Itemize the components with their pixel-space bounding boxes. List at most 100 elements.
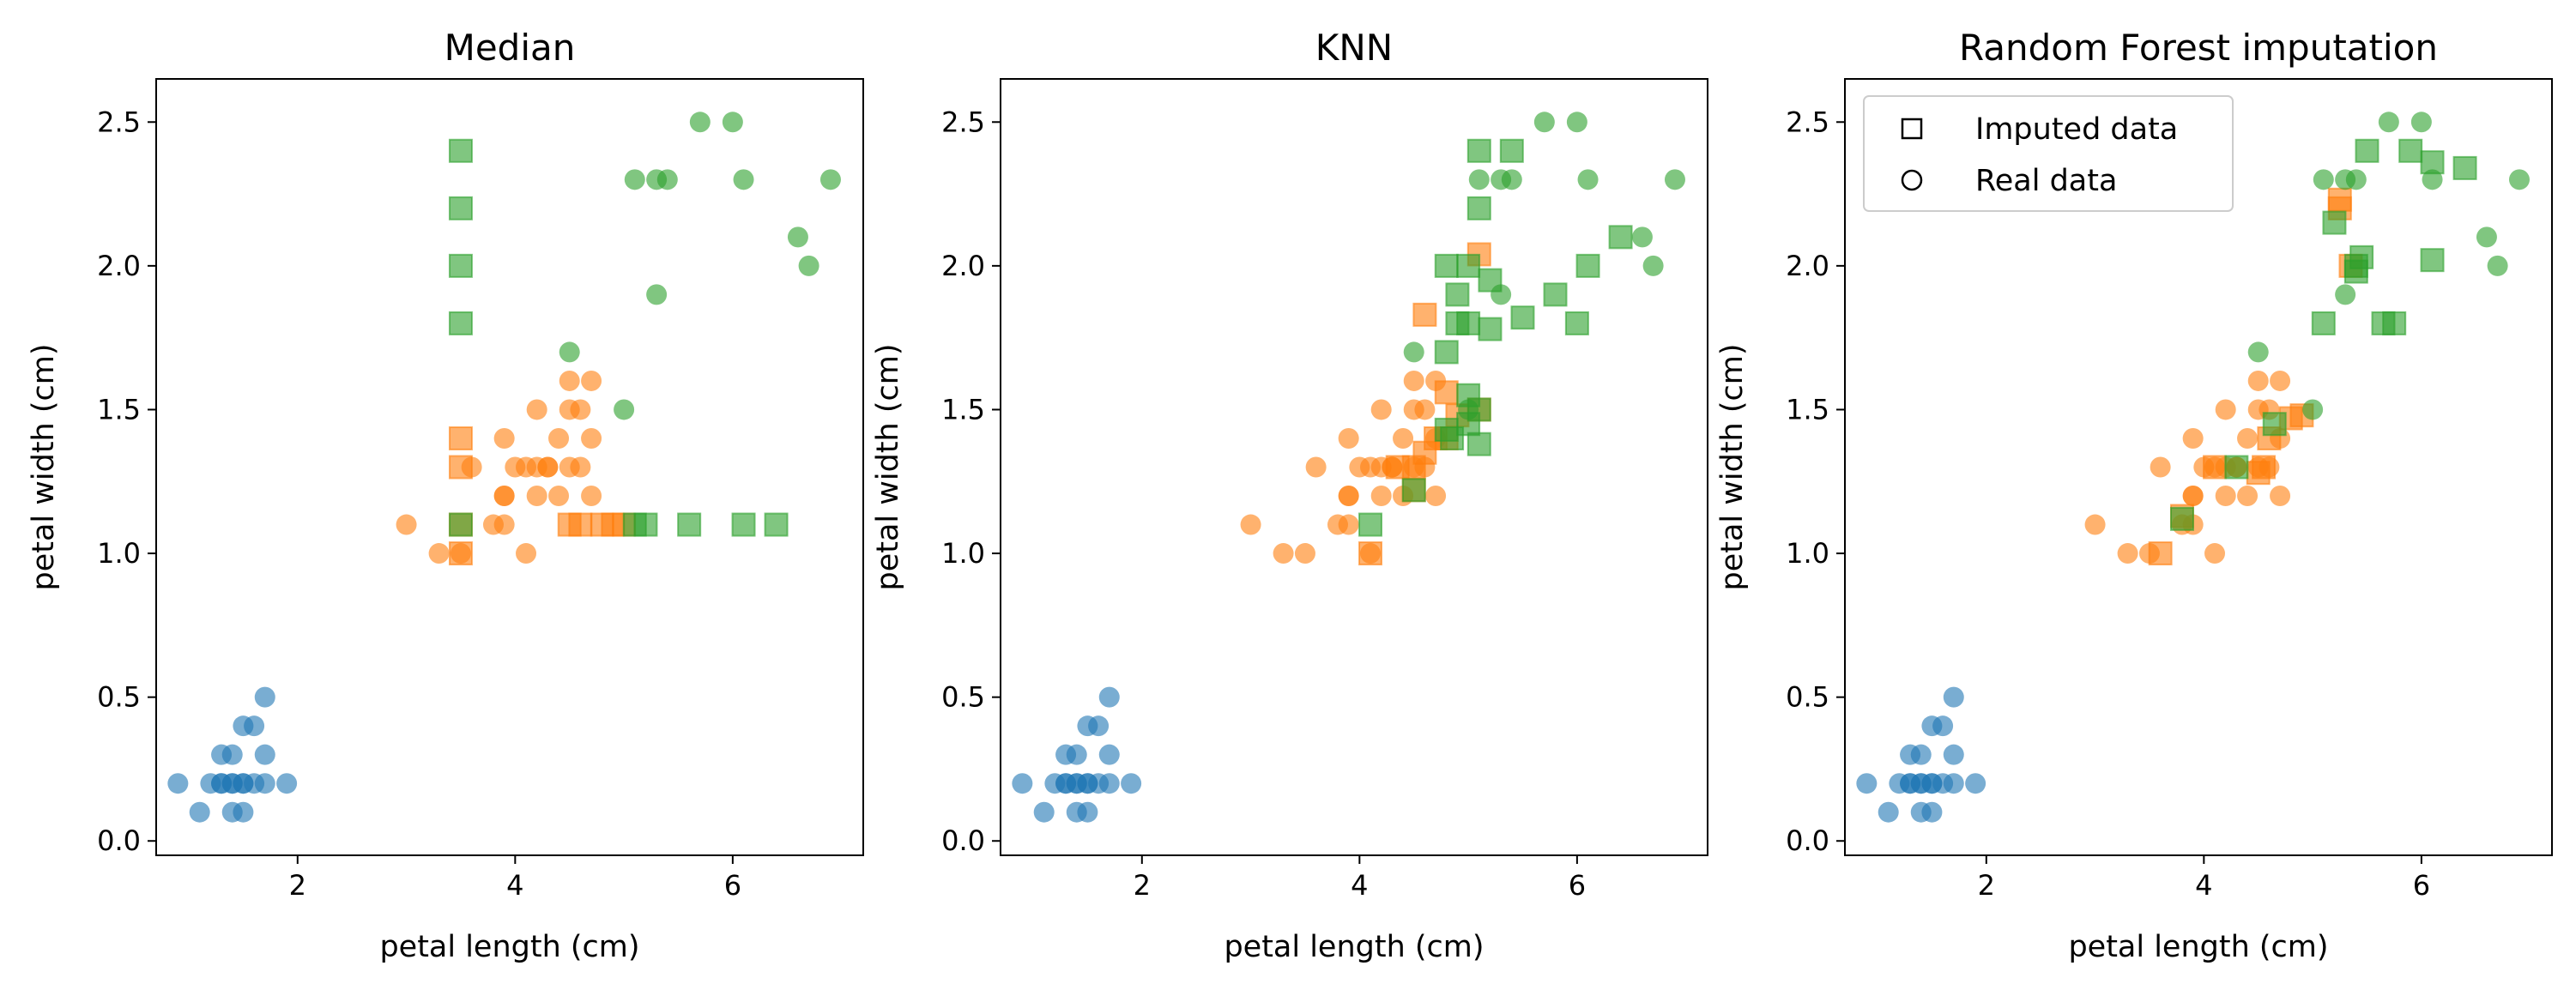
real-point	[1098, 744, 1120, 765]
y-tick-label: 0.5	[1786, 681, 1829, 714]
real-point	[1533, 112, 1555, 133]
real-point	[1077, 801, 1098, 823]
real-point	[819, 169, 841, 190]
imputed-point	[2398, 138, 2423, 163]
y-axis-label: petal width (cm)	[871, 343, 905, 590]
real-point	[787, 226, 808, 248]
imputed-point	[1440, 426, 1465, 450]
subplot-random-forest: 2 4 6 0.0 0.5 1.0 1.5 2.0 2.5 Random Forest imput…	[1715, 27, 2553, 964]
y-tick-label: 1.0	[1786, 537, 1829, 570]
imputed-point	[1456, 253, 1481, 278]
real-point	[1393, 427, 1414, 449]
real-point	[1098, 773, 1120, 794]
imputed-point	[2246, 461, 2271, 486]
imputed-point	[2224, 455, 2249, 480]
real-point	[1856, 773, 1878, 794]
real-point	[2378, 112, 2399, 133]
real-point	[396, 514, 417, 535]
imputed-point	[2311, 311, 2336, 335]
real-point	[1943, 686, 1964, 708]
real-point	[233, 801, 254, 823]
y-tick-label: 2.5	[1786, 106, 1829, 138]
real-point	[244, 715, 265, 737]
real-point	[1943, 773, 1964, 794]
imputed-point	[633, 512, 658, 537]
real-point	[2237, 486, 2259, 507]
real-point	[1921, 801, 1943, 823]
imputed-point	[1412, 302, 1437, 327]
imputed-point	[2452, 155, 2477, 180]
real-point	[1305, 456, 1327, 478]
imputed-point	[764, 512, 789, 537]
real-point	[1631, 226, 1653, 248]
real-point	[2476, 226, 2497, 248]
imputed-point	[448, 196, 473, 220]
x-axis-label: petal length (cm)	[2068, 930, 2328, 964]
real-point	[2313, 169, 2334, 190]
real-point	[1425, 486, 1447, 507]
real-point	[2270, 370, 2291, 391]
x-tick-label: 6	[1569, 869, 1586, 902]
imputed-point	[731, 512, 756, 537]
real-point	[1338, 514, 1359, 535]
legend: Imputed data Real data	[1863, 95, 2234, 212]
x-tick-label: 6	[724, 869, 741, 902]
real-point	[722, 112, 743, 133]
imputed-point	[2148, 541, 2173, 566]
legend-box	[1863, 95, 2234, 212]
imputed-point	[1575, 253, 1600, 278]
y-tick-label: 0.0	[97, 824, 141, 857]
real-point	[254, 686, 275, 708]
real-point	[1910, 744, 1932, 765]
real-point	[526, 486, 547, 507]
imputed-point	[568, 512, 593, 537]
real-point	[2345, 169, 2367, 190]
x-axis-label: petal length (cm)	[1224, 930, 1484, 964]
real-point	[2182, 486, 2204, 507]
imputed-point	[677, 512, 702, 537]
imputed-point	[1499, 138, 1524, 163]
imputed-point	[448, 253, 473, 278]
real-point	[211, 773, 233, 794]
real-point	[2302, 399, 2324, 420]
imputed-point	[1385, 455, 1410, 480]
x-tick-label: 4	[1351, 869, 1368, 902]
real-point	[1566, 112, 1587, 133]
real-point	[1965, 773, 1986, 794]
real-point	[1642, 255, 1664, 276]
real-point	[689, 112, 711, 133]
real-point	[559, 370, 580, 391]
real-point	[1370, 399, 1392, 420]
real-point	[1900, 773, 1921, 794]
y-tick-label: 2.0	[1786, 250, 1829, 282]
real-point	[2335, 284, 2356, 305]
real-point	[1098, 686, 1120, 708]
real-point	[1240, 514, 1261, 535]
imputed-point	[2203, 455, 2228, 480]
imputed-point	[2355, 138, 2379, 163]
real-point	[2487, 255, 2508, 276]
imputed-point	[2262, 412, 2287, 437]
imputed-point	[2382, 311, 2407, 335]
subplot-knn: 2 4 6 0.0 0.5 1.0 1.5 2.0 2.5 KNN petal length (cm…	[871, 27, 1708, 964]
real-point	[2084, 514, 2106, 535]
imputed-point	[2169, 506, 2194, 531]
real-point	[2150, 456, 2171, 478]
real-point	[2422, 169, 2443, 190]
x-tick-label: 6	[2413, 869, 2430, 902]
imputed-point	[1434, 253, 1459, 278]
real-point	[254, 773, 275, 794]
imputed-point	[448, 311, 473, 335]
real-point	[516, 543, 537, 564]
imputed-point	[1456, 383, 1481, 407]
real-point	[1878, 801, 1899, 823]
real-point	[2508, 169, 2530, 190]
real-point	[537, 456, 559, 478]
real-point	[526, 399, 547, 420]
real-point	[581, 427, 602, 449]
real-point	[559, 456, 580, 478]
real-point	[1664, 169, 1685, 190]
imputed-point	[2420, 150, 2445, 175]
real-point	[1066, 744, 1087, 765]
